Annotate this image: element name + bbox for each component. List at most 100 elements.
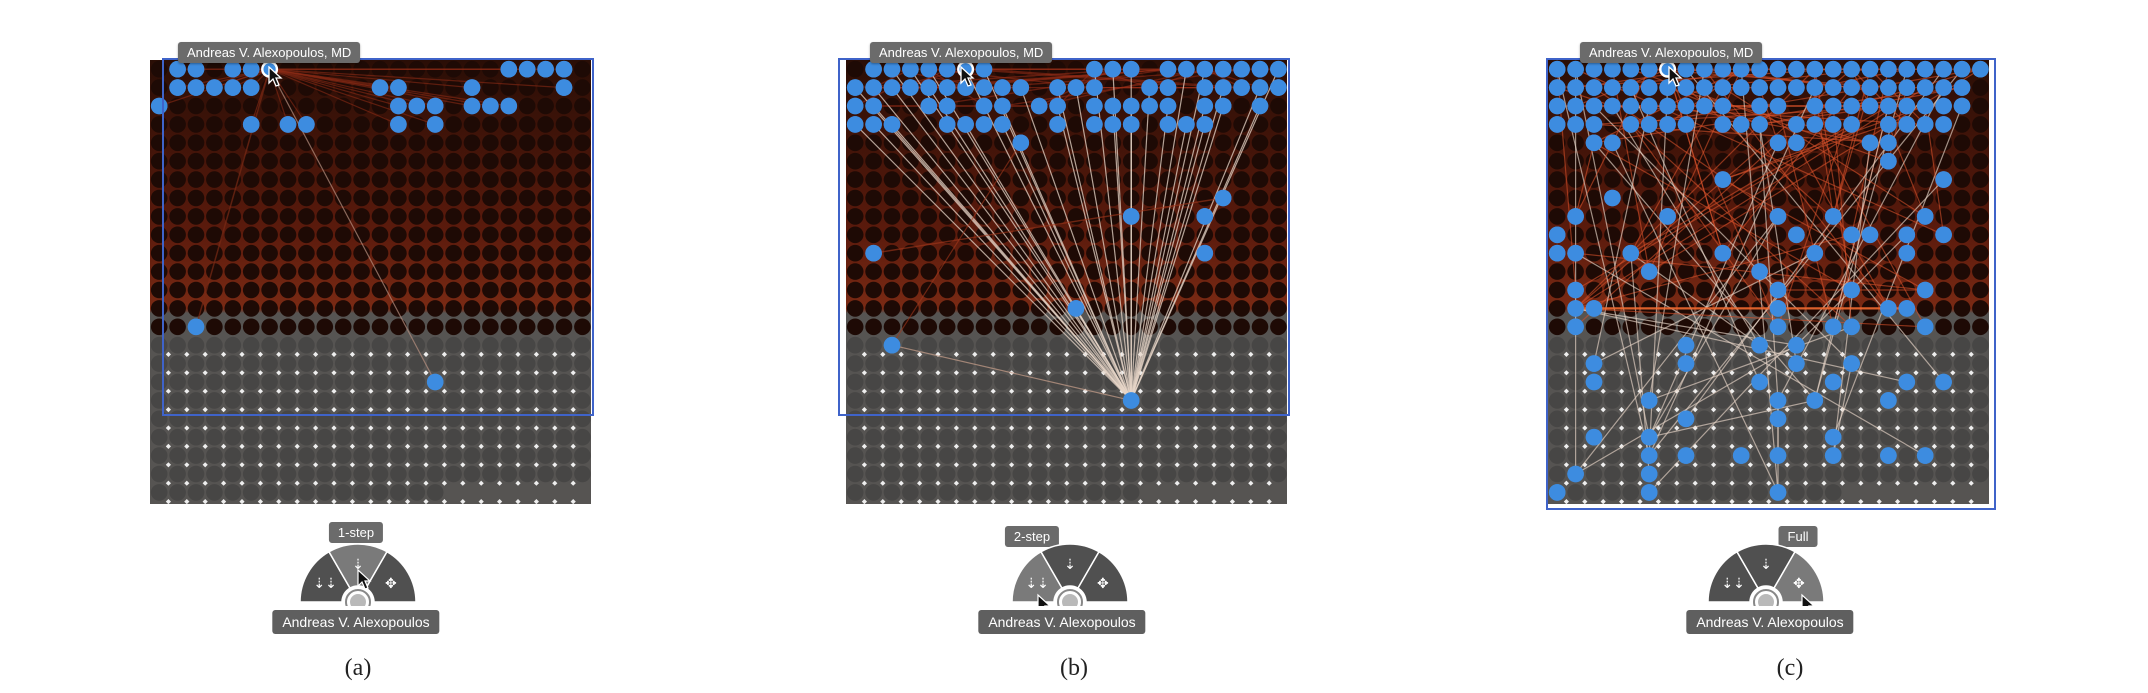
graph-node[interactable] bbox=[902, 484, 919, 501]
graph-node[interactable] bbox=[1251, 447, 1269, 464]
graph-node[interactable] bbox=[187, 336, 205, 354]
graph-node[interactable] bbox=[574, 97, 591, 115]
graph-node[interactable] bbox=[975, 428, 993, 446]
graph-node[interactable] bbox=[518, 263, 536, 280]
graph-node[interactable] bbox=[169, 134, 186, 152]
graph-node[interactable] bbox=[574, 373, 591, 391]
graph-node[interactable] bbox=[1196, 447, 1214, 464]
graph-node[interactable] bbox=[482, 447, 499, 464]
graph-node[interactable] bbox=[1233, 447, 1250, 464]
graph-node[interactable] bbox=[1233, 428, 1250, 446]
graph-node[interactable] bbox=[1159, 447, 1177, 464]
graph-node[interactable] bbox=[1049, 447, 1066, 464]
graph-node[interactable] bbox=[555, 152, 573, 170]
graph-node[interactable] bbox=[463, 465, 481, 483]
graph-node[interactable] bbox=[1214, 428, 1232, 446]
graph-node[interactable] bbox=[555, 263, 573, 280]
graph-node[interactable] bbox=[500, 263, 518, 280]
graph-node[interactable] bbox=[902, 447, 919, 464]
graph-node[interactable] bbox=[883, 484, 901, 501]
graph-node[interactable] bbox=[408, 392, 426, 409]
graph-node[interactable] bbox=[463, 428, 481, 446]
graph-node[interactable] bbox=[279, 428, 297, 446]
menu-segment[interactable] bbox=[1076, 550, 1129, 603]
graph-node[interactable] bbox=[555, 318, 573, 336]
graph-node[interactable] bbox=[390, 447, 407, 464]
graph-node[interactable] bbox=[574, 336, 591, 354]
graph-node[interactable] bbox=[500, 171, 518, 188]
graph-node[interactable] bbox=[846, 447, 864, 464]
graph-node[interactable] bbox=[975, 484, 993, 501]
graph-node[interactable] bbox=[574, 189, 591, 207]
graph-node[interactable] bbox=[206, 428, 223, 446]
graph-node[interactable] bbox=[574, 318, 591, 336]
graph-node[interactable] bbox=[445, 244, 462, 262]
graph-node[interactable] bbox=[537, 392, 554, 409]
graph-node[interactable] bbox=[902, 465, 919, 483]
graph-node[interactable] bbox=[865, 447, 882, 464]
graph-node[interactable] bbox=[555, 355, 573, 372]
graph-node[interactable] bbox=[537, 263, 554, 280]
graph-node[interactable] bbox=[846, 484, 864, 501]
graph-node[interactable] bbox=[482, 373, 499, 391]
graph-node[interactable] bbox=[1122, 428, 1140, 446]
graph-node[interactable] bbox=[224, 428, 242, 446]
graph-node[interactable] bbox=[169, 116, 186, 133]
graph-node[interactable] bbox=[537, 465, 554, 483]
graph-node[interactable] bbox=[1159, 428, 1177, 446]
graph-node[interactable] bbox=[187, 355, 205, 372]
graph-node[interactable] bbox=[445, 116, 462, 133]
graph-node[interactable] bbox=[555, 373, 573, 391]
graph-node[interactable] bbox=[169, 465, 186, 483]
graph-node[interactable] bbox=[463, 152, 481, 170]
graph-node[interactable] bbox=[206, 336, 223, 354]
graph-node[interactable] bbox=[1012, 447, 1030, 464]
graph-node[interactable] bbox=[482, 226, 499, 244]
graph-node[interactable] bbox=[902, 428, 919, 446]
graph-node[interactable] bbox=[500, 281, 518, 299]
graph-node[interactable] bbox=[1972, 355, 1989, 372]
graph-node[interactable] bbox=[390, 484, 407, 501]
graph-node[interactable] bbox=[846, 428, 864, 446]
graph-node[interactable] bbox=[261, 392, 278, 409]
graph-node[interactable] bbox=[445, 300, 462, 317]
graph-node[interactable] bbox=[920, 428, 938, 446]
graph-node[interactable] bbox=[169, 263, 186, 280]
graph-node[interactable] bbox=[518, 373, 536, 391]
graph-node[interactable] bbox=[574, 134, 591, 152]
graph-node[interactable] bbox=[408, 484, 426, 501]
full-expand-icon[interactable]: ✥ bbox=[1793, 576, 1805, 592]
graph-node[interactable] bbox=[353, 484, 370, 501]
graph-node[interactable] bbox=[537, 373, 554, 391]
graph-node[interactable] bbox=[371, 447, 389, 464]
graph-node[interactable] bbox=[463, 263, 481, 280]
graph-node[interactable] bbox=[1270, 447, 1287, 464]
graph-node[interactable] bbox=[518, 336, 536, 354]
graph-node[interactable] bbox=[1122, 465, 1140, 483]
graph-node[interactable] bbox=[1086, 484, 1103, 501]
graph-node[interactable] bbox=[150, 465, 168, 483]
graph-node[interactable] bbox=[1086, 428, 1103, 446]
graph-node[interactable] bbox=[518, 428, 536, 446]
graph-node[interactable] bbox=[445, 226, 462, 244]
graph-node[interactable] bbox=[920, 465, 938, 483]
graph-node[interactable] bbox=[537, 428, 554, 446]
graph-node[interactable] bbox=[1067, 484, 1085, 501]
graph-node[interactable] bbox=[482, 208, 499, 225]
graph-node[interactable] bbox=[187, 373, 205, 391]
graph-node[interactable] bbox=[1270, 428, 1287, 446]
graph-node[interactable] bbox=[206, 484, 223, 501]
graph-node[interactable] bbox=[846, 465, 864, 483]
graph-node[interactable] bbox=[408, 465, 426, 483]
one-step-expand-icon[interactable]: ⇣ bbox=[352, 557, 364, 573]
graph-node[interactable] bbox=[206, 373, 223, 391]
graph-node[interactable] bbox=[1104, 428, 1122, 446]
graph-node[interactable] bbox=[1567, 484, 1584, 501]
graph-node[interactable] bbox=[1972, 281, 1989, 299]
graph-node[interactable] bbox=[574, 171, 591, 188]
radial-expand-menu[interactable]: ⇣⇣⇣✥ bbox=[1008, 540, 1132, 606]
graph-node[interactable] bbox=[1196, 465, 1214, 483]
graph-node[interactable] bbox=[537, 134, 554, 152]
radial-expand-menu[interactable]: ⇣⇣⇣✥ bbox=[1704, 540, 1828, 606]
graph-node[interactable] bbox=[537, 208, 554, 225]
